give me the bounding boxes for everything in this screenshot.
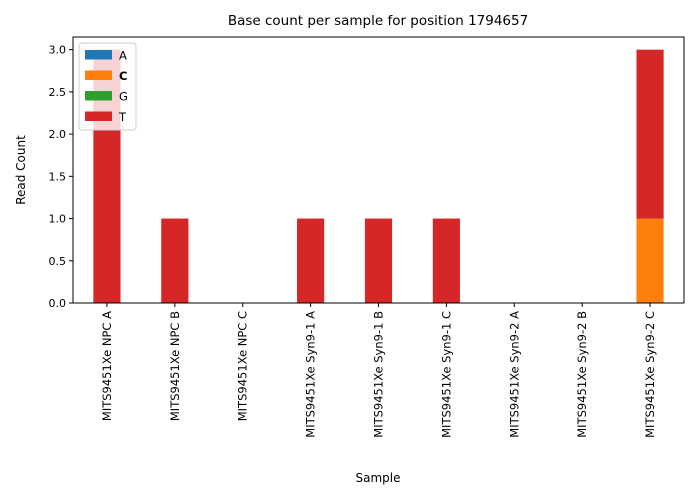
- legend-label-a: A: [119, 49, 127, 63]
- legend-swatch-a: [85, 50, 112, 60]
- y-axis-label: Read Count: [14, 135, 28, 205]
- bar-t-4: [364, 218, 393, 303]
- bar-c-8: [636, 218, 664, 303]
- bar-t-8: [636, 49, 664, 219]
- bar-t-5: [432, 218, 460, 303]
- legend-swatch-g: [85, 91, 112, 101]
- y-tick-label: 3.0: [49, 44, 67, 57]
- x-tick-label: MITS9451Xe Syn9-1 C: [439, 311, 453, 438]
- x-axis-label: Sample: [356, 471, 401, 485]
- y-axis-ticks: 0.0 0.5 1.0 1.5 2.0 2.5 3.0: [49, 44, 73, 310]
- x-axis-ticks: MITS9451Xe NPC A MITS9451Xe NPC B MITS9451…: [100, 303, 657, 438]
- x-tick-label: MITS9451Xe NPC C: [236, 311, 250, 421]
- x-tick-label: MITS9451Xe Syn9-2 C: [643, 311, 657, 438]
- y-tick-label: 0.5: [49, 255, 67, 268]
- legend-label-t: T: [118, 110, 127, 124]
- y-tick-label: 2.0: [49, 128, 67, 141]
- x-tick-label: MITS9451Xe Syn9-2 A: [507, 311, 521, 438]
- y-tick-label: 1.5: [49, 170, 67, 183]
- chart-title: Base count per sample for position 17946…: [228, 13, 528, 29]
- legend-swatch-t: [85, 111, 112, 121]
- bar-t-3: [297, 218, 325, 303]
- y-tick-label: 1.0: [49, 213, 67, 226]
- legend-label-g: G: [119, 90, 128, 104]
- y-tick-label: 2.5: [49, 86, 67, 99]
- y-tick-label: 0.0: [49, 297, 67, 310]
- legend-swatch-c: [85, 70, 112, 80]
- x-tick-label: MITS9451Xe NPC B: [168, 311, 182, 421]
- x-tick-label: MITS9451Xe NPC A: [100, 311, 114, 421]
- bars: [93, 49, 664, 303]
- legend-label-c: C: [119, 69, 127, 83]
- x-tick-label: MITS9451Xe Syn9-1 A: [304, 311, 318, 438]
- x-tick-label: MITS9451Xe Syn9-2 B: [575, 311, 589, 438]
- bar-t-1: [161, 218, 189, 303]
- x-tick-label: MITS9451Xe Syn9-1 B: [372, 311, 386, 438]
- plot-frame: [72, 36, 685, 304]
- legend-box: [78, 42, 137, 131]
